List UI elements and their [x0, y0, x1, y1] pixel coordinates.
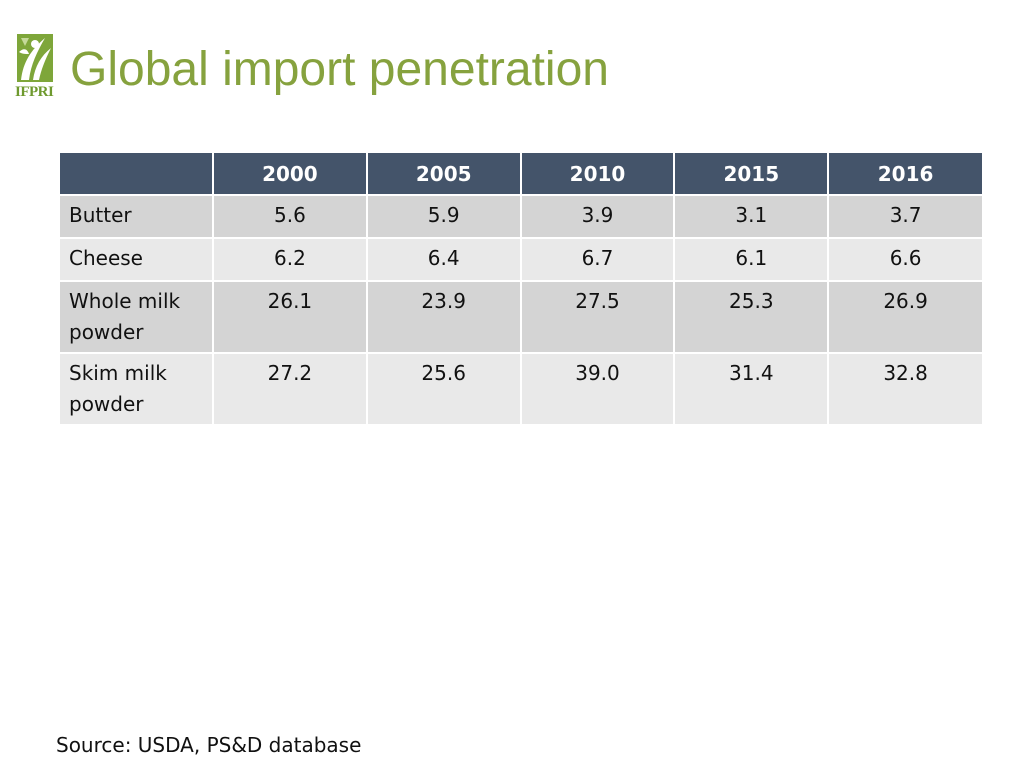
value-cell: 27.5 [520, 281, 676, 354]
value-cell: 23.9 [366, 281, 522, 354]
source-note: Source: USDA, PS&D database [56, 733, 362, 757]
value-cell: 26.9 [828, 281, 982, 354]
value-cell: 39.0 [520, 353, 676, 426]
value-cell: 6.7 [520, 238, 676, 282]
column-header: 2015 [674, 153, 830, 196]
value-cell: 25.3 [674, 281, 830, 354]
value-cell: 27.2 [213, 353, 368, 426]
table-row: Cheese 6.2 6.4 6.7 6.1 6.6 [60, 238, 982, 282]
row-label: Skim milk powder [60, 353, 214, 426]
value-cell: 3.1 [674, 195, 830, 239]
value-cell: 6.4 [366, 238, 522, 282]
table-header-row: 2000 2005 2010 2015 2016 [60, 153, 982, 196]
logo-text: IFPRI [15, 84, 54, 100]
row-label: Whole milk powder [60, 281, 214, 354]
value-cell: 3.7 [828, 195, 982, 239]
value-cell: 6.2 [213, 238, 368, 282]
column-header: 2000 [213, 153, 368, 196]
value-cell: 31.4 [674, 353, 830, 426]
value-cell: 32.8 [828, 353, 982, 426]
table-row: Butter 5.6 5.9 3.9 3.1 3.7 [60, 195, 982, 239]
import-penetration-table: 2000 2005 2010 2015 2016 Butter 5.6 5.9 … [60, 153, 982, 426]
page-title: Global import penetration [70, 43, 609, 96]
value-cell: 3.9 [520, 195, 676, 239]
table-row: Whole milk powder 26.1 23.9 27.5 25.3 26… [60, 281, 982, 354]
value-cell: 6.1 [674, 238, 830, 282]
column-header: 2010 [520, 153, 676, 196]
value-cell: 6.6 [828, 238, 982, 282]
row-label: Butter [60, 195, 214, 239]
table-row: Skim milk powder 27.2 25.6 39.0 31.4 32.… [60, 353, 982, 426]
column-header: 2016 [828, 153, 982, 196]
corner-header-cell [60, 153, 214, 196]
value-cell: 5.9 [366, 195, 522, 239]
row-label: Cheese [60, 238, 214, 282]
value-cell: 25.6 [366, 353, 522, 426]
value-cell: 5.6 [213, 195, 368, 239]
column-header: 2005 [366, 153, 522, 196]
value-cell: 26.1 [213, 281, 368, 354]
ifpri-leaf-logo-icon [17, 34, 53, 82]
ifpri-logo: IFPRI [15, 32, 57, 102]
